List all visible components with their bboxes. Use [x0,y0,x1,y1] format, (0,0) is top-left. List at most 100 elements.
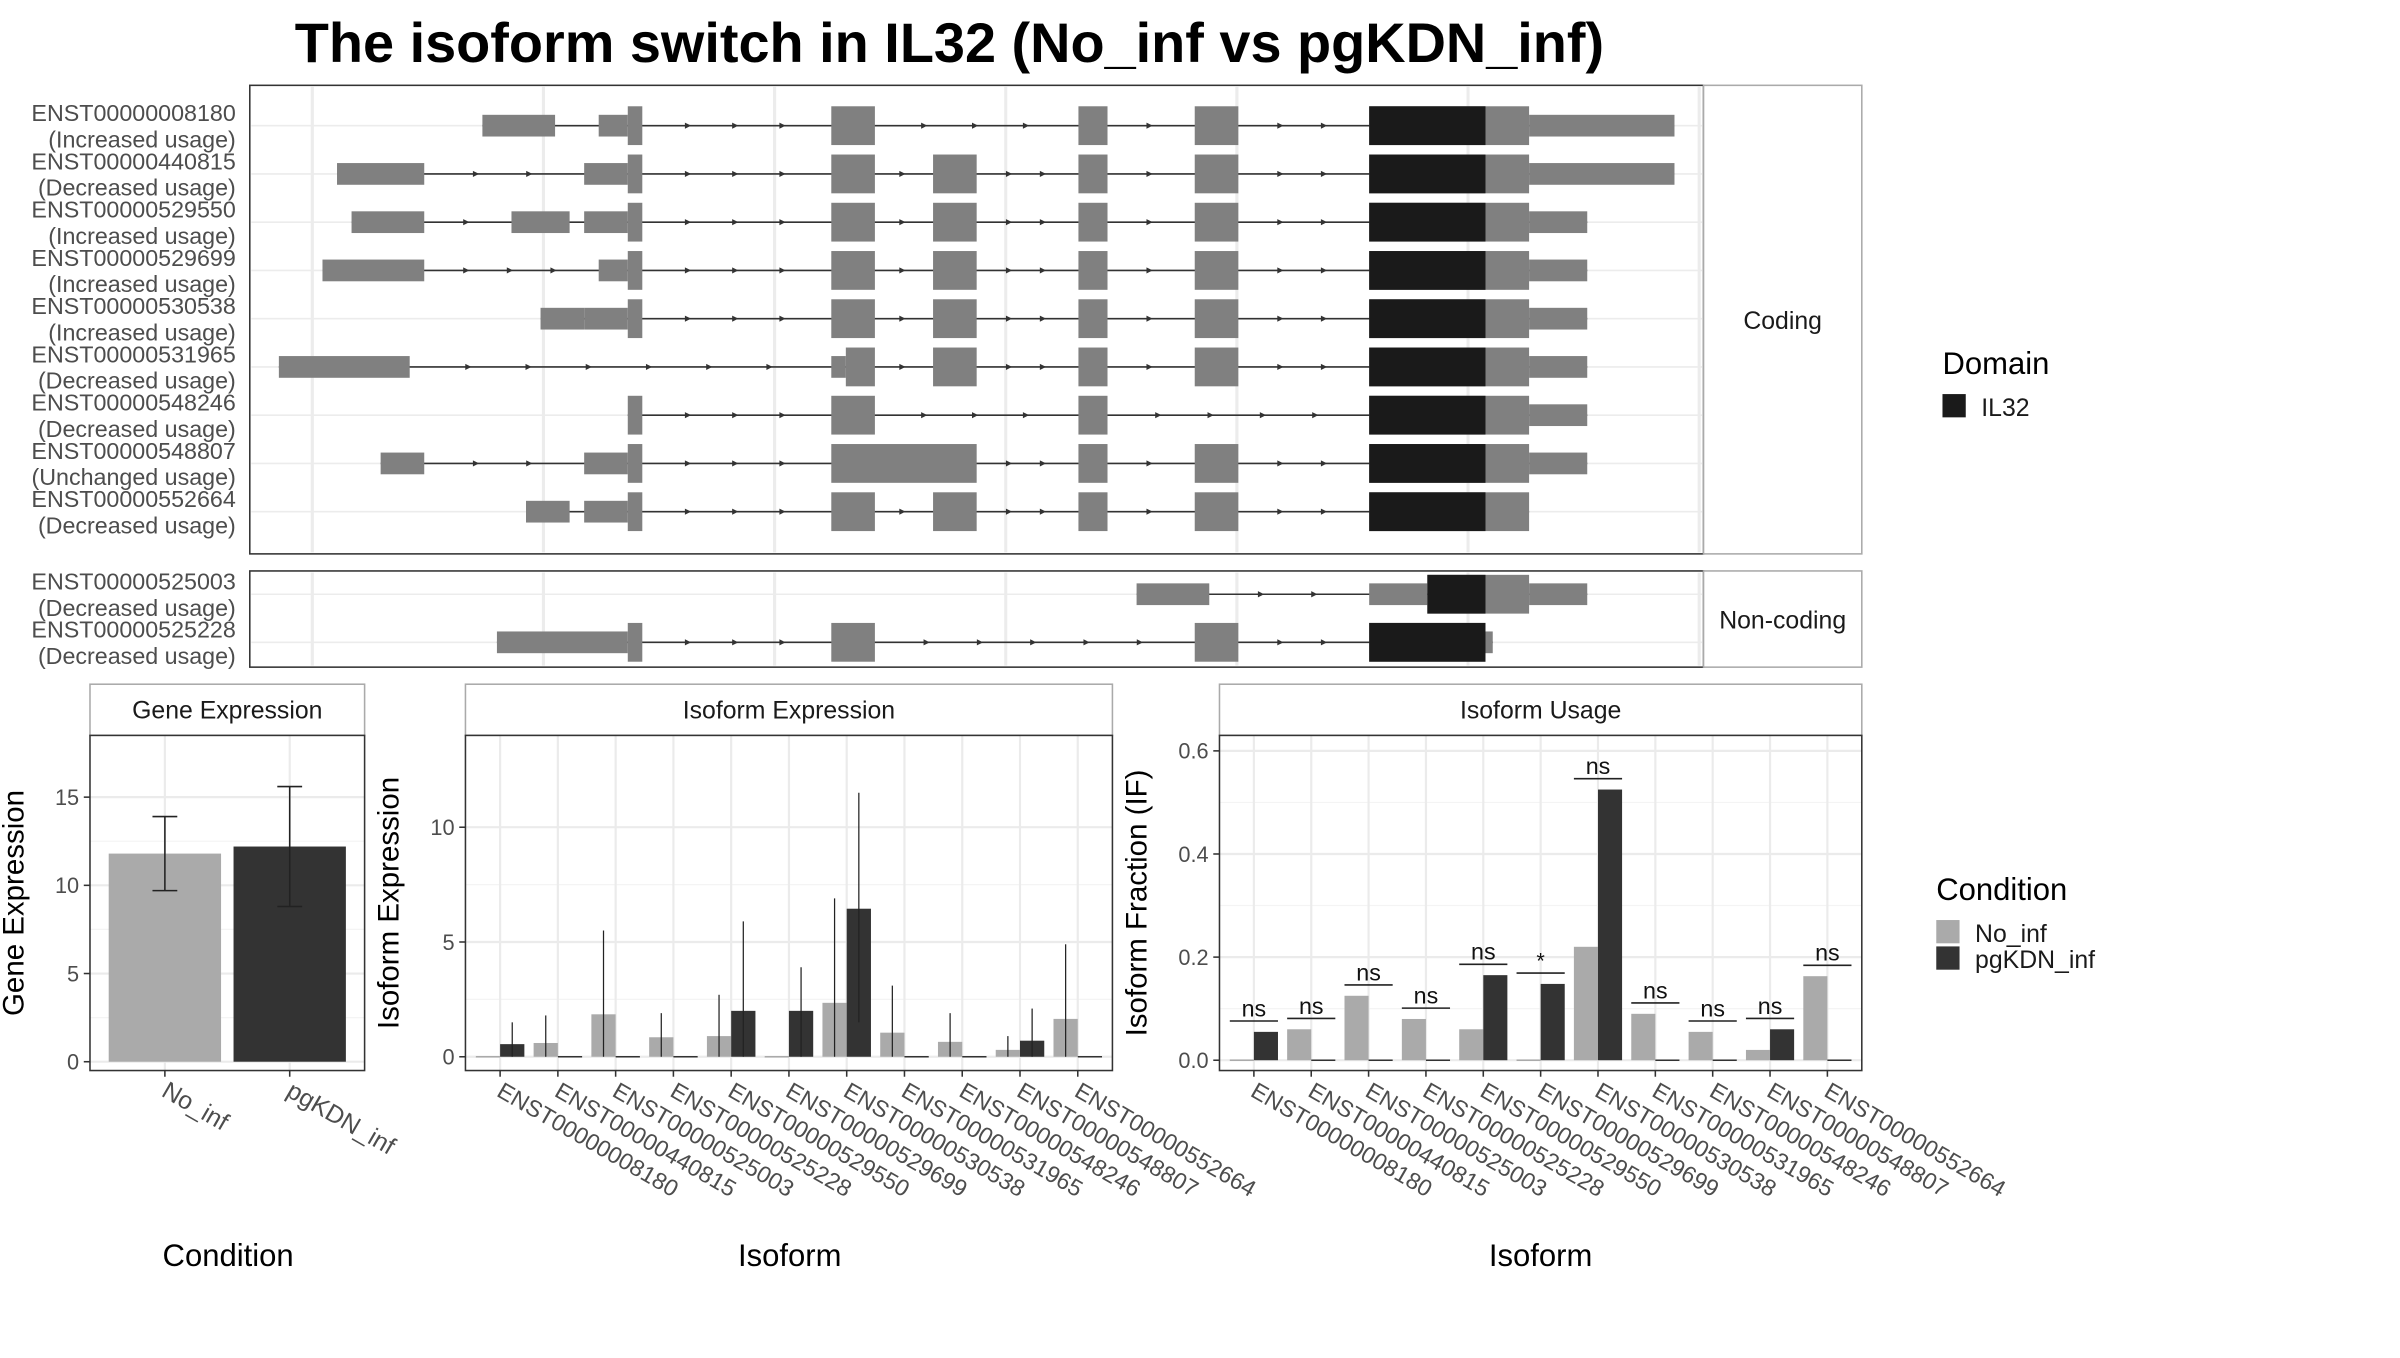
intron-arrow [732,170,739,178]
intron-arrow [1005,508,1013,515]
cds-exon [1194,154,1239,194]
intron-arrow [732,219,739,226]
intron-arrow [766,363,773,371]
intron-arrow [779,267,786,274]
isoform-usage-label: (Unchanged usage) [31,464,235,490]
cds-exon [1078,202,1108,242]
condition-legend-key-pgkdn [1936,946,1960,970]
intron-arrow [1039,315,1047,322]
intron-arrow [1277,363,1284,371]
y-tick-label: 0.6 [1178,739,1208,764]
isoform-usage-label: (Decreased usage) [38,643,236,669]
intron-arrow [899,267,906,274]
intron-arrow [779,170,786,178]
figure-title: The isoform switch in IL32 (No_inf vs pg… [295,11,1604,74]
intron-arrow [465,363,472,371]
intron-arrow [1146,219,1153,226]
intron-arrow [779,219,786,226]
cds-exon [1078,299,1108,339]
intron-arrow [1277,639,1284,646]
x-axis-title: Isoform [738,1238,841,1273]
intron-arrow [1039,219,1047,226]
domain-il32 [1369,347,1486,387]
utr-exon [351,211,425,234]
y-tick-label: 5 [67,961,79,986]
cds-exon [1485,574,1530,614]
intron-arrow [972,412,979,419]
intron-arrow [732,267,739,274]
strip [89,683,366,737]
x-tick-label: pgKDN_inf [282,1077,400,1160]
domain-il32 [1369,492,1486,532]
intron-arrow [1277,460,1284,467]
intron-arrow [1320,363,1328,371]
isoform-usage-label: (Decreased usage) [38,512,236,538]
intron-arrow [472,170,480,178]
bar [1540,983,1565,1061]
isoform-label: ENST00000531965 [31,341,235,367]
cds-exon [627,299,643,339]
intron-arrow [972,122,979,129]
domain-il32 [1369,154,1486,194]
cds-exon [1194,492,1239,532]
intron-arrow [1039,267,1047,274]
intron-arrow [732,315,739,322]
intron-arrow [732,122,739,129]
intron-arrow [1277,219,1284,226]
cds-exon [627,492,643,532]
y-tick-label: 0.2 [1178,945,1208,970]
intron-arrow [1030,639,1037,646]
intron-arrow [1320,170,1328,178]
intron-arrow [1005,460,1013,467]
intron-arrow [1146,170,1153,178]
domain-il32 [1369,202,1486,242]
cds-exon [1078,395,1108,435]
intron-arrow [1146,267,1153,274]
intron-arrow [899,363,906,371]
utr-exon [322,259,425,282]
intron-arrow [684,460,692,467]
utr-exon [380,452,425,475]
isoform-label: ENST00000529699 [31,245,235,271]
cds-exon [1078,106,1108,146]
utr-exon [1529,356,1588,378]
cds-exon [1194,622,1239,662]
cds-exon [1194,347,1239,387]
utr-exon [584,452,628,475]
intron-arrow [899,219,906,226]
intron-arrow [1039,508,1047,515]
x-axis-title: Condition [163,1238,294,1273]
intron-arrow [1136,639,1143,646]
utr-exon [526,500,570,523]
significance-label: ns [1758,993,1783,1019]
intron-arrow [684,219,692,226]
intron-arrow [463,267,470,274]
utr-exon [496,631,628,654]
coding-strip-label: Coding [1743,308,1822,335]
domain-il32 [1369,395,1486,435]
intron-arrow [506,267,514,274]
intron-arrow [684,639,692,646]
intron-arrow [706,363,713,371]
y-tick-label: 10 [430,815,454,840]
cds-exon [1485,106,1530,146]
intron-arrow [779,315,786,322]
intron-arrow [1320,508,1328,515]
cds-exon [933,154,977,194]
cds-exon [933,251,977,290]
intron-arrow [779,122,786,129]
intron-arrow [525,363,532,371]
cds-exon [627,251,643,290]
cds-exon [1485,202,1530,242]
isoform-usage-label: (Decreased usage) [38,368,236,394]
intron-arrow [1005,315,1013,322]
utr-exon [1369,583,1428,606]
isoform-label: ENST00000530538 [31,293,235,319]
intron-arrow [1039,460,1047,467]
bar [1459,1029,1484,1061]
intron-arrow [779,639,786,646]
isoform-label: ENST00000552664 [31,486,235,512]
bar [1745,1049,1771,1061]
